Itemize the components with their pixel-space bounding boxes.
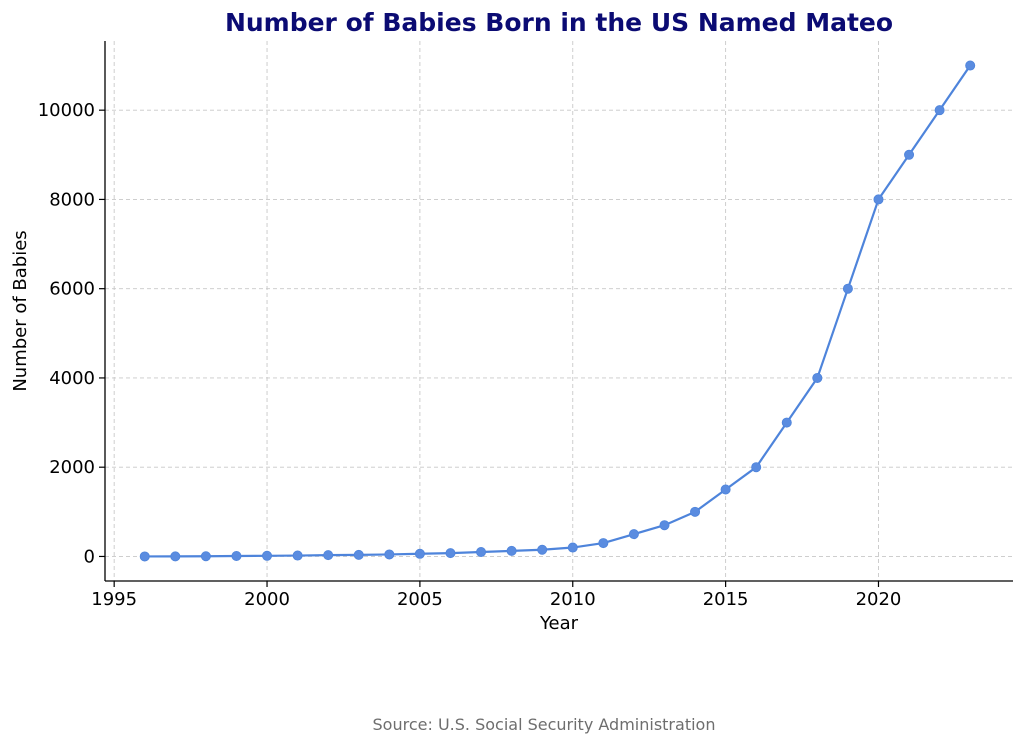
y-tick-label: 4000 [49,368,95,389]
data-point-2003 [353,549,364,560]
data-point-1996 [139,551,150,562]
series-line [144,64,972,558]
x-ticks: 1995 2000 2005 2010 2015 2020 [91,581,901,610]
data-point-2014 [690,506,701,517]
data-point-2008 [506,545,517,556]
y-ticks: 0 2000 4000 6000 8000 10000 [38,100,105,567]
y-tick-label: 10000 [38,100,95,121]
axes [104,41,1013,582]
data-point-2009 [537,544,548,555]
data-point-1998 [200,551,211,562]
data-point-2005 [414,548,425,559]
x-tick-label: 2020 [856,589,902,610]
series-layer [144,64,972,558]
y-tick-label: 8000 [49,189,95,210]
data-point-2015 [720,484,731,495]
x-axis-label: Year [539,613,579,634]
data-point-2013 [659,520,670,531]
y-tick-label: 0 [84,546,95,567]
data-point-2023 [965,60,976,71]
x-tick-label: 2010 [550,589,596,610]
data-point-2019 [842,283,853,294]
data-point-2012 [628,529,639,540]
x-tick-label: 2000 [244,589,290,610]
data-point-2010 [567,542,578,553]
data-point-2000 [262,550,273,561]
data-point-1997 [170,551,181,562]
data-point-2002 [323,550,334,561]
markers-layer [139,60,976,562]
data-point-2018 [812,372,823,383]
y-axis-label: Number of Babies [10,230,31,391]
grid [105,41,1013,581]
data-point-2001 [292,550,303,561]
x-tick-label: 2005 [397,589,443,610]
data-point-2016 [751,462,762,473]
data-point-2007 [476,546,487,557]
data-point-2006 [445,548,456,559]
data-point-2020 [873,194,884,205]
y-tick-label: 2000 [49,457,95,478]
y-tick-label: 6000 [49,279,95,300]
source-note: Source: U.S. Social Security Administrat… [373,715,716,734]
data-point-1999 [231,551,242,562]
data-point-2004 [384,549,395,560]
data-point-2022 [934,105,945,116]
data-point-2021 [904,149,915,160]
chart-title: Number of Babies Born in the US Named Ma… [225,8,893,37]
data-point-2011 [598,538,609,549]
x-tick-label: 1995 [91,589,137,610]
data-point-2017 [781,417,792,428]
x-tick-label: 2015 [703,589,749,610]
